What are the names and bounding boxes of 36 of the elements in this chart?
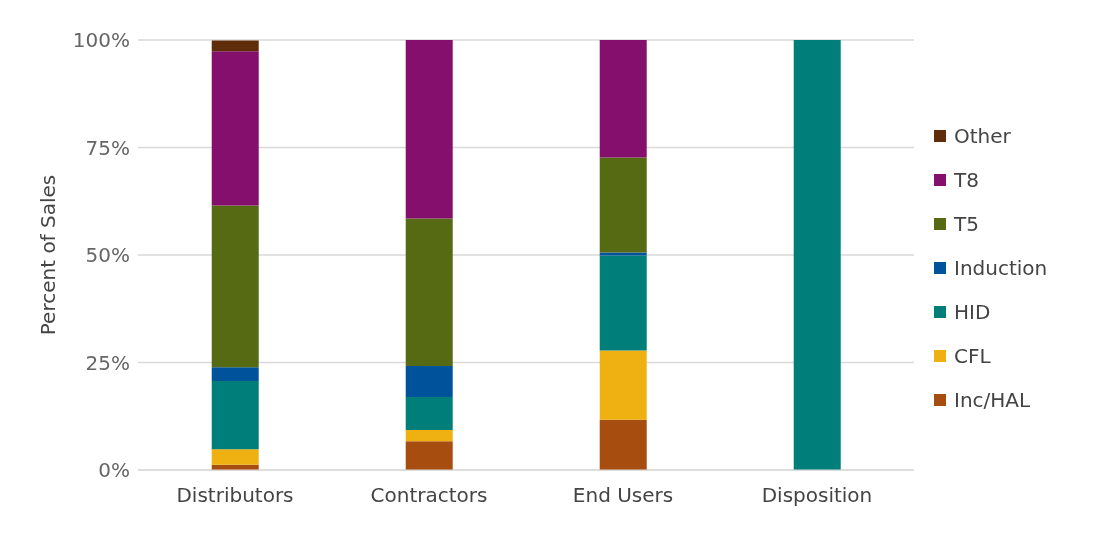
legend-label: CFL <box>954 344 991 368</box>
bar <box>405 365 453 397</box>
bar <box>211 40 259 52</box>
bar <box>211 205 259 368</box>
bar <box>599 419 647 470</box>
bar <box>405 430 453 442</box>
legend-label: HID <box>954 300 991 324</box>
legend-label: Other <box>954 124 1011 148</box>
legend-label: T5 <box>954 212 979 236</box>
bar <box>405 396 453 431</box>
legend-label: T8 <box>954 168 979 192</box>
bar <box>405 40 453 219</box>
bar <box>599 157 647 253</box>
x-tick-label: Contractors <box>370 483 488 508</box>
bar <box>211 51 259 206</box>
bar <box>405 218 453 366</box>
y-tick-label: 75% <box>85 135 130 160</box>
x-tick-label: End Users <box>572 483 674 508</box>
y-tick-label: 50% <box>85 243 130 268</box>
bar <box>405 441 453 470</box>
bar <box>793 40 841 470</box>
y-axis-title: Percent of Sales <box>36 174 61 336</box>
bar <box>599 350 647 420</box>
bar <box>599 252 647 256</box>
y-tick-label: 0% <box>98 458 130 483</box>
legend-label: Induction <box>954 256 1048 280</box>
y-tick-label: 100% <box>72 28 130 53</box>
bar <box>599 40 647 158</box>
bar <box>211 367 259 381</box>
x-tick-label: Disposition <box>761 483 873 508</box>
bar <box>211 380 259 450</box>
bar <box>211 449 259 465</box>
bar <box>599 255 647 351</box>
y-tick-label: 25% <box>85 350 130 375</box>
x-tick-label: Distributors <box>176 483 294 508</box>
legend-label: Inc/HAL <box>954 388 1031 412</box>
